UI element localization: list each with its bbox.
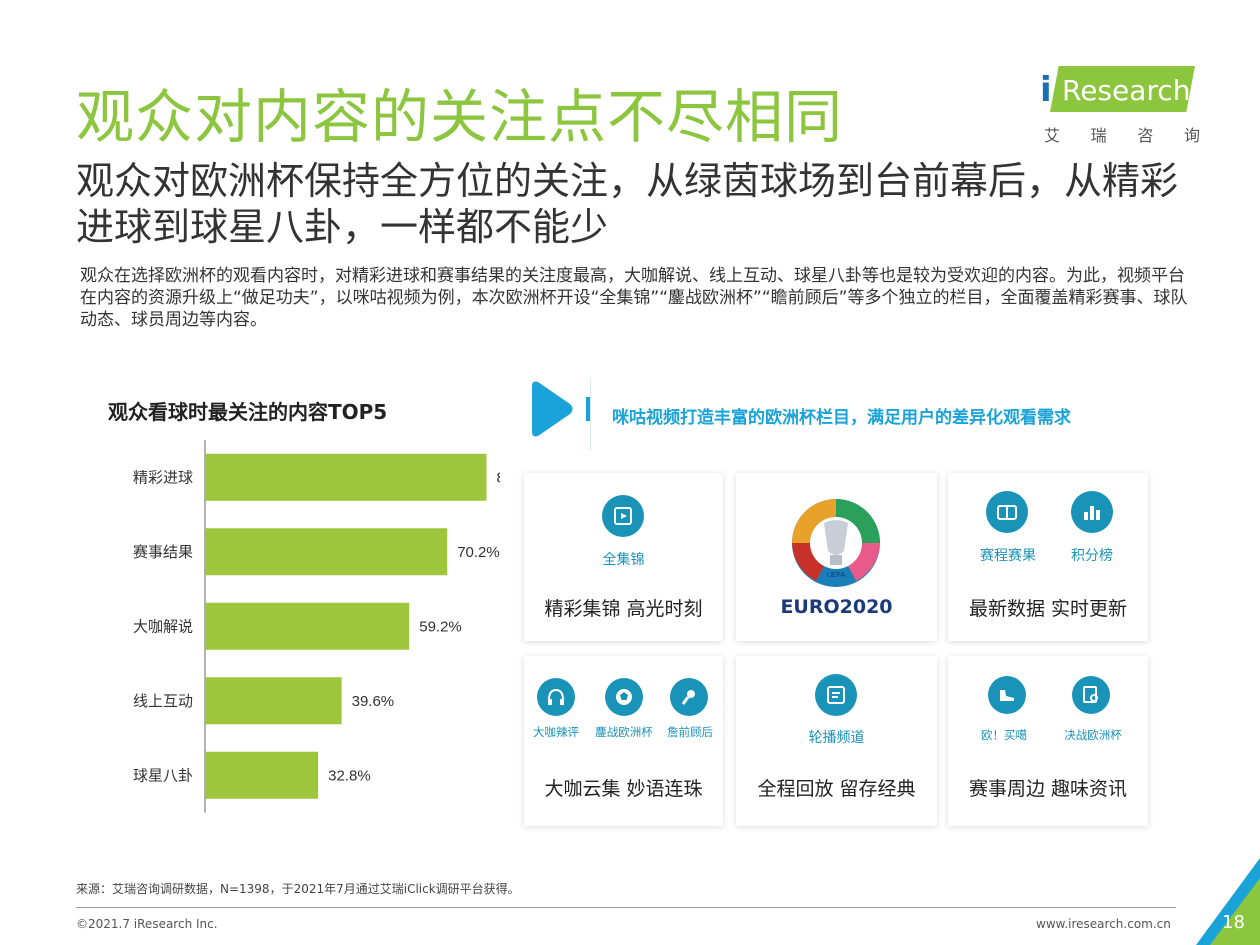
footer-divider — [76, 907, 1176, 908]
card-caption: 大咖云集 妙语连珠 — [544, 778, 703, 800]
page-number: 18 — [1222, 912, 1245, 933]
chart-title: 观众看球时最关注的内容TOP5 — [108, 400, 388, 424]
card-caption: 最新数据 实时更新 — [968, 598, 1128, 620]
highlights-icon — [602, 495, 644, 537]
category-label: 大咖解说 — [133, 617, 193, 635]
replay-channel-icon — [815, 674, 857, 716]
value-label: 39.6% — [352, 693, 395, 710]
bar-chart: 精彩进球 81.6% 赛事结果 70.2% 大咖解说 59.2% 线上互动 39.6% 球星八卦… — [133, 440, 500, 813]
bar-2 — [205, 602, 410, 650]
ranking-icon — [1071, 491, 1113, 533]
headset-icon — [537, 678, 575, 716]
card-label: 赛程赛果 — [980, 548, 1036, 564]
card-label: 全集锦 — [602, 552, 645, 568]
card-replay: 轮播频道 全程回放 留存经典 — [736, 656, 937, 826]
football-icon — [605, 678, 643, 716]
website-url: www.iresearch.com.cn — [1036, 917, 1171, 931]
bar-0 — [205, 453, 487, 501]
bar-1 — [205, 528, 448, 576]
euro-wordmark: EURO2020 — [780, 596, 893, 618]
value-label: 81.6% — [497, 469, 500, 486]
card-highlights: 全集锦 精彩集锦 高光时刻 — [524, 473, 723, 641]
card-caption: 全程回放 留存经典 — [757, 778, 916, 800]
card-label: 轮播频道 — [808, 730, 865, 746]
page-corner — [1196, 858, 1260, 945]
card-caption: 赛事周边 趣味资讯 — [968, 778, 1128, 800]
category-label: 线上互动 — [133, 692, 193, 710]
divider — [590, 378, 591, 450]
page-description: 观众在选择欧洲杯的观看内容时，对精彩进球和赛事结果的关注度最高，大咖解说、线上互… — [80, 266, 1188, 330]
logo-brand: Research — [1062, 74, 1191, 107]
card-label: 大咖辣评 — [533, 725, 579, 739]
card-merch: 欧！买噶 决战欧洲杯 赛事周边 趣味资讯 — [948, 656, 1148, 826]
bar-4 — [205, 751, 319, 799]
svg-text:UEFA: UEFA — [827, 572, 846, 579]
source-note: 来源：艾瑞咨询调研数据，N=1398，于2021年7月通过艾瑞iClick调研平… — [76, 882, 520, 896]
boot-icon — [988, 676, 1026, 714]
schedule-icon — [986, 491, 1028, 533]
iresearch-logo: i Research 艾瑞咨询 — [1040, 66, 1200, 145]
value-label: 59.2% — [419, 618, 462, 635]
card-commentary: 大咖辣评 鏖战欧洲杯 詹前顾后 大咖云集 妙语连珠 — [524, 656, 723, 826]
card-label: 积分榜 — [1071, 548, 1113, 564]
card-caption: 精彩集锦 高光时刻 — [544, 598, 703, 620]
card-label: 决战欧洲杯 — [1064, 728, 1122, 742]
play-icon — [532, 381, 573, 437]
card-label: 欧！买噶 — [981, 728, 1027, 742]
card-schedule: 赛程赛果 积分榜 最新数据 实时更新 — [948, 473, 1148, 641]
document-search-icon — [1072, 676, 1110, 714]
category-label: 精彩进球 — [133, 468, 193, 486]
card-label: 詹前顾后 — [667, 725, 713, 739]
value-label: 70.2% — [457, 544, 500, 561]
page-title: 观众对内容的关注点不尽相同 — [76, 83, 844, 151]
card-euro2020: UEFA EURO2020 — [736, 473, 937, 641]
category-label: 球星八卦 — [133, 766, 193, 784]
logo-cn: 艾瑞咨询 — [1044, 126, 1200, 145]
page-subtitle: 观众对欧洲杯保持全方位的关注，从绿茵球场到台前幕后，从精彩进球到球星八卦，一样都… — [76, 159, 1179, 249]
microphone-icon — [670, 678, 708, 716]
euro2020-logo-icon: UEFA — [792, 499, 880, 587]
category-label: 赛事结果 — [133, 543, 193, 561]
bar-3 — [205, 677, 342, 725]
card-label: 鏖战欧洲杯 — [595, 725, 653, 739]
value-label: 32.8% — [328, 767, 371, 784]
migu-title: 咪咕视频打造丰富的欧洲杯栏目，满足用户的差异化观看需求 — [612, 408, 1071, 428]
title-marker — [586, 397, 590, 421]
copyright: ©2021.7 iResearch Inc. — [76, 917, 218, 931]
